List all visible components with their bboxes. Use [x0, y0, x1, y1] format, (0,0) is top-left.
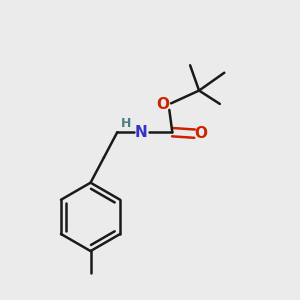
- Text: O: O: [195, 126, 208, 141]
- Text: O: O: [156, 97, 169, 112]
- Text: N: N: [135, 125, 148, 140]
- Text: H: H: [121, 117, 131, 130]
